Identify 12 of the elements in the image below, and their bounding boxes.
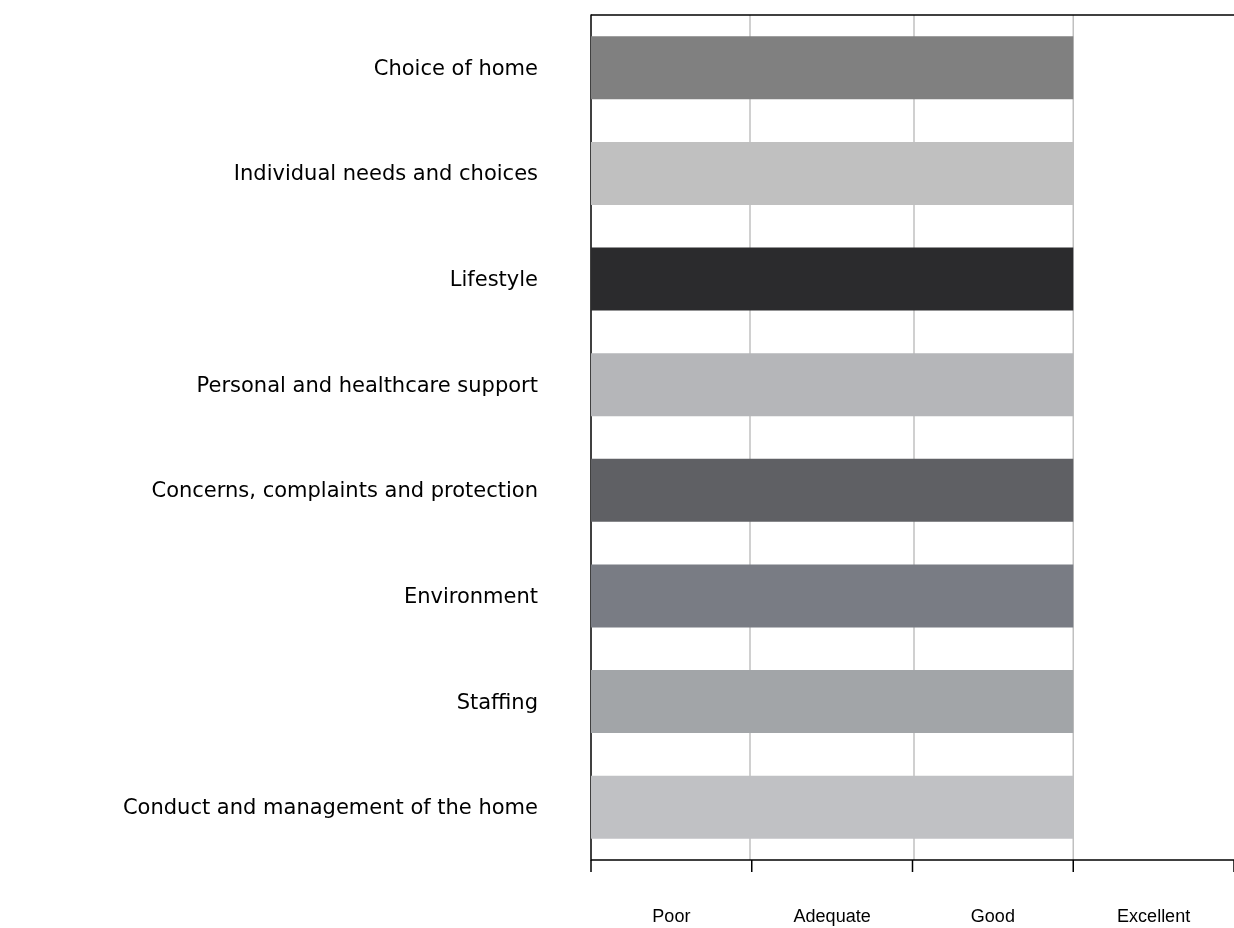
y-tick-label: Concerns, complaints and protection [151,478,538,503]
y-tick-label: Personal and healthcare support [196,372,538,397]
text: Good [970,906,1015,926]
y-tick-label: Individual needs and choices [233,161,538,186]
y-tick-label: Environment [403,583,538,608]
text: Excellent [1117,906,1191,926]
text: Adequate [793,906,871,926]
text: Poor [652,906,691,926]
y-tick-label: Conduct and management of the home [122,795,538,820]
y-tick-label: Lifestyle [449,267,538,292]
y-tick-label: Choice of home [373,55,538,80]
y-tick-label: Staffing [456,689,538,714]
